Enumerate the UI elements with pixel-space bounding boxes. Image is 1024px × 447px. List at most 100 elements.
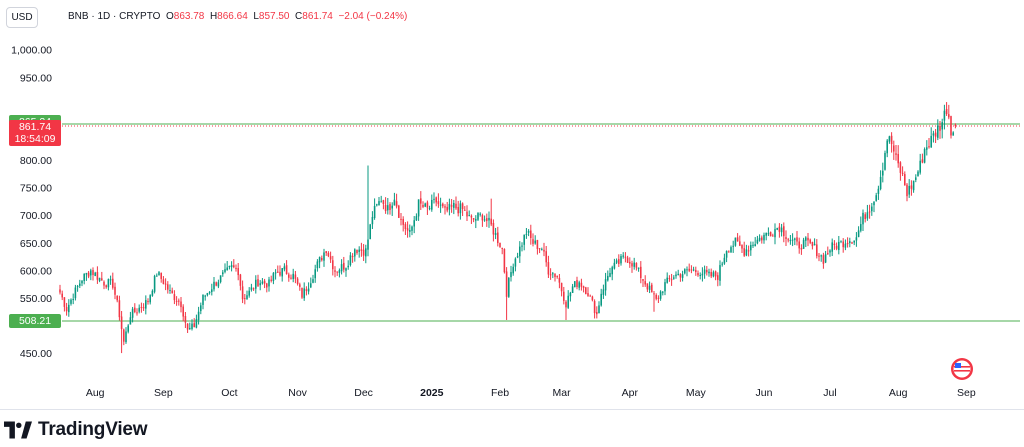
candle-body <box>116 295 118 301</box>
candle-body <box>712 272 715 277</box>
candle-body <box>860 224 862 231</box>
candle-body <box>818 255 820 257</box>
candle-body <box>919 160 921 173</box>
candle-body <box>109 279 112 281</box>
candle-body <box>294 274 297 279</box>
candle-body <box>219 275 222 282</box>
x-tick-label: Nov <box>288 387 307 399</box>
candle-body <box>492 222 495 235</box>
currency-button[interactable]: USD <box>6 7 38 28</box>
candle-body <box>714 271 717 277</box>
candle-body <box>717 275 719 280</box>
candle-body <box>65 307 68 312</box>
candle-body <box>662 291 664 293</box>
candle-body <box>706 270 708 273</box>
candle-body <box>648 285 651 290</box>
candle-body <box>754 244 756 247</box>
candle-body <box>954 124 957 126</box>
candle-body <box>351 256 354 258</box>
y-tick-label: 700.00 <box>20 210 52 222</box>
candle-body <box>162 279 165 284</box>
candle-body <box>631 263 633 267</box>
candle-body <box>776 228 778 230</box>
candle-body <box>780 227 783 233</box>
x-tick-label: Oct <box>221 387 237 399</box>
countdown-timer: 18:54:09 <box>14 132 56 145</box>
candle-body <box>105 285 107 288</box>
candle-body <box>468 215 470 217</box>
legend-change: −2.04 (−0.24%) <box>338 11 408 22</box>
candle-body <box>910 185 913 189</box>
candle-body <box>593 301 596 314</box>
candle-body <box>899 162 902 173</box>
price-line-tag-lower[interactable]: 508.21 <box>9 313 61 328</box>
candle-body <box>521 245 523 247</box>
candle-body <box>87 272 90 277</box>
candle-body <box>59 289 61 293</box>
candle-body <box>426 202 429 208</box>
candle-body <box>846 242 849 245</box>
candle-body <box>939 125 941 131</box>
candle-body <box>734 237 737 246</box>
candle-body <box>681 274 684 278</box>
candle-body <box>585 287 587 295</box>
x-axis: Aug Sep Oct Nov Dec 2025 Feb Mar Apr May Jun Jul Aug… <box>86 387 976 399</box>
candle-body <box>380 201 382 203</box>
candle-body <box>679 274 682 278</box>
candle-body <box>475 219 477 221</box>
candle-body <box>556 276 558 278</box>
candle-body <box>142 307 145 309</box>
x-tick-label: Feb <box>491 387 509 399</box>
legend-symbol[interactable]: BNB · 1D · CRYPTO <box>68 11 161 22</box>
candle-body <box>268 279 270 287</box>
candle-body <box>79 283 81 286</box>
candle-body <box>618 259 620 264</box>
candle-body <box>85 272 88 275</box>
tradingview-logo[interactable]: TradingView <box>4 419 148 441</box>
y-tick-label: 450.00 <box>20 348 52 360</box>
candle-body <box>272 273 275 282</box>
candle-body <box>321 257 323 261</box>
candle-body <box>772 235 774 237</box>
candle-body <box>774 229 776 238</box>
candle-body <box>868 211 871 213</box>
candle-body <box>604 279 607 291</box>
candle-body <box>323 252 325 261</box>
candle-body <box>545 251 547 263</box>
candle-body <box>607 275 609 281</box>
candle-body <box>611 267 613 275</box>
candle-body <box>63 297 66 307</box>
candle-body <box>895 153 897 155</box>
candlestick-chart[interactable]: 450.00 550.00 600.00 650.00 700.00 750.00 800.… <box>0 30 1024 410</box>
candle-body <box>439 204 442 206</box>
candle-body <box>668 278 671 280</box>
candle-body <box>261 281 264 284</box>
candle-body <box>503 249 506 273</box>
candle-body <box>483 219 486 221</box>
candle-body <box>325 251 327 254</box>
us-flag-icon[interactable] <box>950 357 974 381</box>
candle-body <box>644 281 646 285</box>
candle-body <box>897 153 899 164</box>
candle-body <box>189 327 191 329</box>
candle-body <box>732 245 734 247</box>
candle-body <box>101 278 103 281</box>
candle-body <box>756 239 759 244</box>
candle-body <box>862 212 864 225</box>
candle-body <box>70 299 72 304</box>
candle-body <box>835 245 838 249</box>
candle-body <box>945 108 948 115</box>
candle-body <box>96 272 99 280</box>
candle-body <box>118 300 121 318</box>
candle-body <box>371 217 374 225</box>
candle-body <box>798 241 800 249</box>
candle-body <box>235 267 237 269</box>
candle-body <box>651 284 653 293</box>
candle-body <box>688 268 690 271</box>
candle-body <box>444 206 446 208</box>
candle-body <box>565 301 567 308</box>
candle-body <box>554 273 556 277</box>
candle-body <box>912 180 915 191</box>
candle-body <box>424 203 426 207</box>
candle-body <box>516 256 519 258</box>
